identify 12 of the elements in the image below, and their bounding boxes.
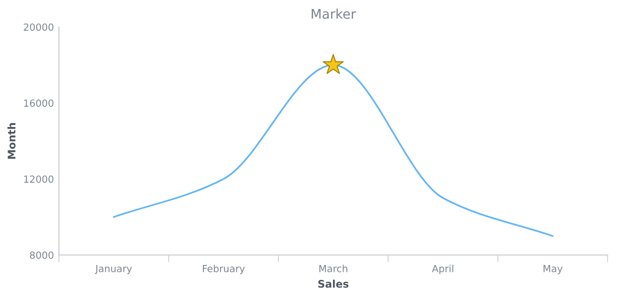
- y-tick-label: 12000: [24, 175, 54, 183]
- y-tick-label: 8000: [30, 251, 54, 259]
- y-tick-label: 20000: [24, 23, 54, 31]
- y-axis-title: Month: [7, 123, 16, 159]
- x-axis-title: Sales: [318, 280, 348, 288]
- x-tick-label: February: [202, 264, 245, 274]
- chart-title: Marker: [312, 8, 356, 19]
- x-tick-label: January: [94, 265, 132, 274]
- y-tick-label: 16000: [24, 99, 54, 107]
- x-tick-label: May: [544, 265, 562, 274]
- x-tick-label: March: [319, 264, 348, 272]
- x-tick-label: April: [432, 264, 454, 274]
